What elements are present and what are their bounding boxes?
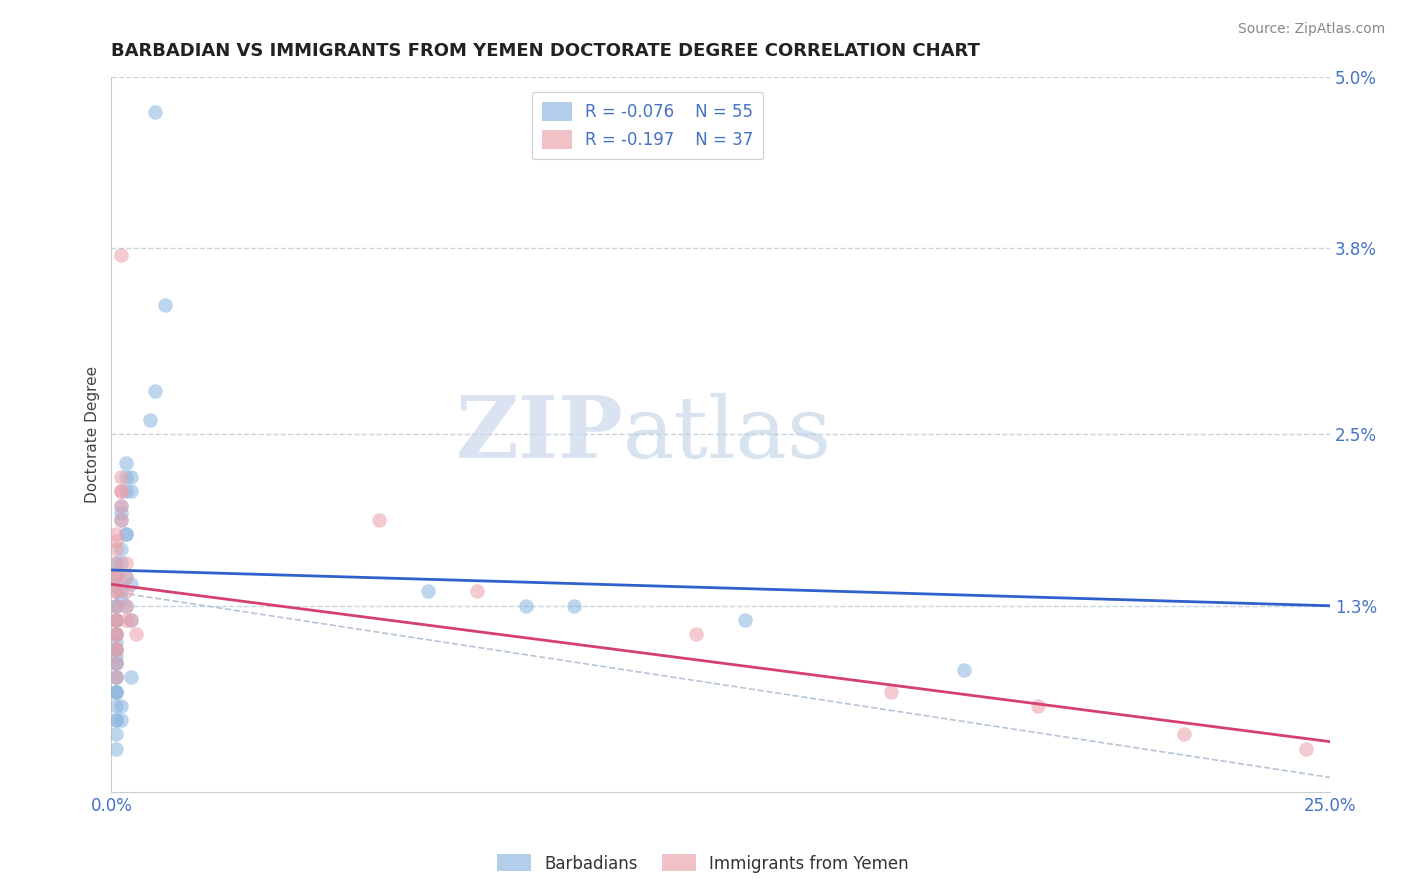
Point [120, 613, 142, 627]
Point [105, 648, 128, 663]
Point [105, 741, 128, 756]
Point [734, 613, 756, 627]
Point [115, 570, 138, 584]
Point [515, 599, 537, 613]
Point [115, 470, 138, 484]
Point [115, 613, 138, 627]
Point [120, 484, 142, 499]
Point [105, 570, 128, 584]
Point [1173, 727, 1195, 741]
Point [110, 470, 132, 484]
Point [564, 599, 586, 613]
Point [110, 484, 132, 499]
Point [105, 627, 128, 641]
Point [1295, 741, 1317, 756]
Text: BARBADIAN VS IMMIGRANTS FROM YEMEN DOCTORATE DEGREE CORRELATION CHART: BARBADIAN VS IMMIGRANTS FROM YEMEN DOCTO… [111, 42, 980, 60]
Point [105, 684, 128, 698]
Point [110, 506, 132, 520]
Point [105, 627, 128, 641]
Point [115, 484, 138, 499]
Point [368, 513, 391, 527]
Text: ZIP: ZIP [456, 392, 623, 476]
Point [105, 613, 128, 627]
Point [110, 584, 132, 599]
Point [115, 527, 138, 541]
Point [105, 656, 128, 670]
Point [153, 298, 176, 312]
Point [105, 713, 128, 727]
Text: atlas: atlas [623, 392, 832, 475]
Point [105, 599, 128, 613]
Point [418, 584, 440, 599]
Point [685, 627, 707, 641]
Point [115, 599, 138, 613]
Point [105, 684, 128, 698]
Point [105, 584, 128, 599]
Point [105, 584, 128, 599]
Point [105, 570, 128, 584]
Point [105, 641, 128, 656]
Point [105, 656, 128, 670]
Point [110, 713, 132, 727]
Point [115, 599, 138, 613]
Point [125, 627, 148, 641]
Point [105, 570, 128, 584]
Point [105, 684, 128, 698]
Point [105, 670, 128, 684]
Point [105, 541, 128, 556]
Point [105, 534, 128, 549]
Point [105, 727, 128, 741]
Point [105, 527, 128, 541]
Legend: Barbadians, Immigrants from Yemen: Barbadians, Immigrants from Yemen [491, 847, 915, 880]
Point [880, 684, 903, 698]
Point [105, 556, 128, 570]
Point [110, 484, 132, 499]
Point [115, 556, 138, 570]
Point [120, 670, 142, 684]
Point [110, 513, 132, 527]
Point [110, 513, 132, 527]
Point [110, 556, 132, 570]
Point [105, 556, 128, 570]
Point [120, 613, 142, 627]
Point [115, 456, 138, 470]
Point [110, 698, 132, 713]
Point [143, 384, 166, 399]
Text: Source: ZipAtlas.com: Source: ZipAtlas.com [1237, 22, 1385, 37]
Point [105, 577, 128, 591]
Point [110, 499, 132, 513]
Point [105, 641, 128, 656]
Point [105, 656, 128, 670]
Point [110, 591, 132, 606]
Point [115, 527, 138, 541]
Point [105, 613, 128, 627]
Point [105, 634, 128, 648]
Point [465, 584, 488, 599]
Point [115, 584, 138, 599]
Point [105, 670, 128, 684]
Point [120, 577, 142, 591]
Point [105, 641, 128, 656]
Point [110, 248, 132, 262]
Point [105, 713, 128, 727]
Point [1026, 698, 1049, 713]
Y-axis label: Doctorate Degree: Doctorate Degree [86, 366, 100, 503]
Point [110, 541, 132, 556]
Point [105, 599, 128, 613]
Point [105, 613, 128, 627]
Point [105, 613, 128, 627]
Legend: R = -0.076    N = 55, R = -0.197    N = 37: R = -0.076 N = 55, R = -0.197 N = 37 [531, 92, 763, 159]
Point [143, 105, 166, 120]
Point [110, 499, 132, 513]
Point [105, 698, 128, 713]
Point [115, 570, 138, 584]
Point [105, 670, 128, 684]
Point [953, 663, 976, 677]
Point [120, 470, 142, 484]
Point [105, 627, 128, 641]
Point [105, 599, 128, 613]
Point [105, 641, 128, 656]
Point [139, 413, 162, 427]
Point [105, 627, 128, 641]
